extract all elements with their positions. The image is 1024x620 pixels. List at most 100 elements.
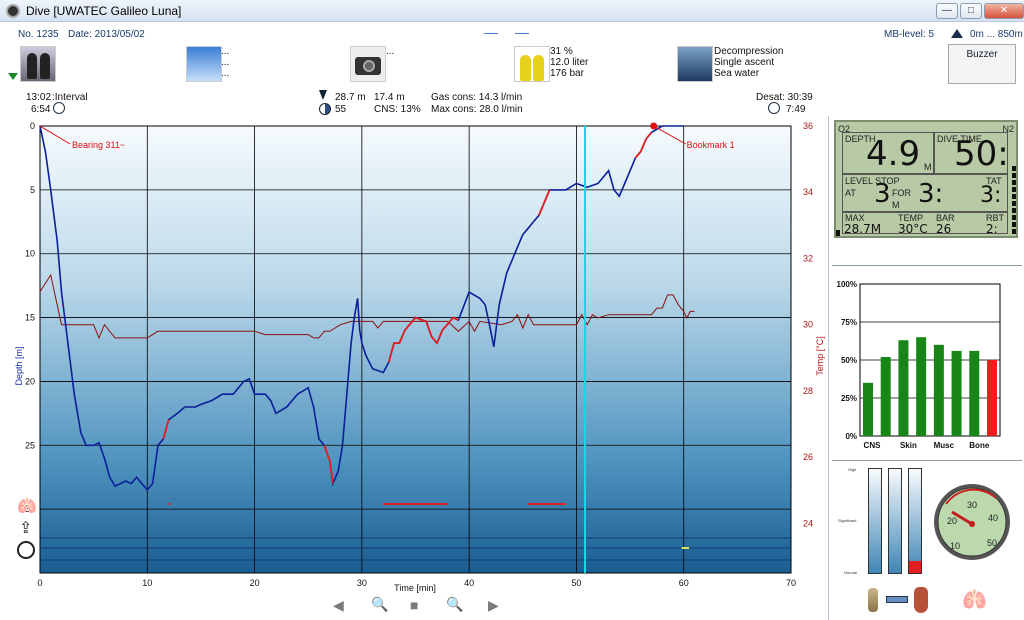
gauge-bars bbox=[868, 468, 932, 576]
at-label: AT bbox=[845, 188, 856, 198]
camera-icon[interactable] bbox=[350, 46, 386, 82]
camera-info: ... bbox=[386, 46, 395, 57]
divers-icon[interactable] bbox=[20, 46, 56, 82]
gauge-level-significant: Significant bbox=[838, 518, 857, 523]
temp-label: TEMP bbox=[898, 213, 924, 223]
annotation-leader bbox=[39, 125, 71, 145]
rbt-label: RBT bbox=[986, 213, 1004, 223]
prev-button[interactable]: ◀ bbox=[333, 597, 344, 613]
dive-number: No. 1235 bbox=[18, 29, 59, 40]
weather-icon[interactable] bbox=[186, 46, 222, 82]
y-tick-label-left: 25 bbox=[25, 440, 35, 450]
no-fly-icon bbox=[768, 102, 780, 114]
title-bar: Dive [UWATEC Galileo Luna] — □ ✕ bbox=[0, 0, 1024, 22]
max-label: MAX bbox=[845, 213, 865, 223]
dial-label: 10 bbox=[950, 541, 960, 551]
dive-profile-info: Decompression Single ascent Sea water bbox=[714, 46, 784, 79]
depth-value: 4.9 bbox=[866, 134, 921, 174]
ascent-warning-segment bbox=[387, 316, 459, 363]
y-tick-label-right: 34 bbox=[803, 187, 813, 197]
close-button[interactable]: ✕ bbox=[984, 3, 1024, 19]
y-tick-label-left: 0 bbox=[30, 121, 35, 131]
dash-marker bbox=[484, 33, 498, 34]
y-tick-label-left: 10 bbox=[25, 249, 35, 259]
max-cons: Max cons: 28.0 l/min bbox=[431, 104, 523, 115]
y-tick-label-right: 30 bbox=[803, 320, 813, 330]
y-tick-label-right: 28 bbox=[803, 386, 813, 396]
max-depth: 28.7 m bbox=[335, 92, 366, 103]
interval-label: :Interval bbox=[52, 92, 88, 103]
next-button[interactable]: ▶ bbox=[488, 597, 499, 613]
depth-unit: M bbox=[924, 162, 932, 172]
dial-label: 50 bbox=[987, 538, 997, 548]
x-tick-label: 30 bbox=[357, 578, 367, 588]
weather-info: ......... bbox=[221, 46, 230, 79]
dial-label: 20 bbox=[947, 516, 957, 526]
maximize-button[interactable]: □ bbox=[960, 3, 982, 19]
y-tick-label-right: 26 bbox=[803, 452, 813, 462]
for-value: 3: bbox=[918, 179, 944, 209]
x-tick-label: 0 bbox=[37, 578, 42, 588]
y-tick-label-left: 15 bbox=[25, 313, 35, 323]
y-axis-left-label: Depth [m] bbox=[14, 346, 24, 385]
tank-info: 31 % 12.0 liter 176 bar bbox=[550, 46, 589, 79]
ascent-icon: ⇪ bbox=[19, 520, 33, 537]
tanks-icon[interactable] bbox=[514, 46, 550, 82]
dial-needle bbox=[951, 510, 973, 526]
lcd-box-stop bbox=[842, 174, 1008, 212]
dive-profile-chart[interactable]: 0 10 20 30 40 50 60 70 0 5 10 15 20 25 30 36 34 32 30 28 26 2… bbox=[0, 116, 830, 596]
tat-label: TAT bbox=[986, 176, 1002, 186]
o2-bar-indicator bbox=[836, 230, 840, 236]
dial-label: 30 bbox=[967, 500, 977, 510]
buzzer-label: Buzzer bbox=[966, 49, 998, 60]
tissue-tick-label: 25% bbox=[841, 394, 857, 403]
lcd-box-bottom bbox=[842, 212, 1008, 234]
zoom-out-icon[interactable]: 🔍 bbox=[446, 596, 464, 612]
dial-label: 40 bbox=[988, 513, 998, 523]
heart-icon bbox=[914, 587, 928, 613]
lungs-icon: 🫁 bbox=[17, 498, 37, 515]
gauge-bar bbox=[888, 468, 902, 574]
bearing-annotation: Bearing 311~ bbox=[72, 140, 125, 150]
tissue-bar bbox=[898, 340, 909, 436]
dive-time-label: DIVE TIME bbox=[937, 134, 982, 144]
n2-bar-indicator bbox=[1012, 166, 1016, 236]
expand-arrow-icon[interactable] bbox=[8, 73, 18, 80]
level-stop-label: LEVEL STOP bbox=[845, 176, 900, 186]
stop-button[interactable]: ■ bbox=[410, 597, 419, 613]
diver-icon[interactable] bbox=[677, 46, 713, 82]
ascent-rate-icon bbox=[868, 588, 878, 612]
temp-value: 30°C bbox=[898, 222, 928, 236]
x-tick-label: 60 bbox=[679, 578, 689, 588]
bookmark-annotation: Bookmark 1 bbox=[687, 140, 735, 150]
x-tick-label: 70 bbox=[786, 578, 796, 588]
tissue-bar bbox=[880, 356, 891, 436]
max-depth-icon bbox=[319, 90, 327, 100]
clock-icon bbox=[53, 102, 65, 114]
dive-date: Date: 2013/05/02 bbox=[68, 29, 145, 40]
tissue-bar bbox=[933, 344, 944, 436]
x-tick-label: 40 bbox=[464, 578, 474, 588]
tissue-bar bbox=[969, 350, 980, 436]
desat-time: Desat: 30:39 bbox=[756, 92, 813, 103]
x-tick-label: 10 bbox=[142, 578, 152, 588]
depth-label: DEPTH bbox=[845, 134, 876, 144]
for-label: FOR bbox=[892, 188, 911, 198]
y-tick-label-left: 5 bbox=[30, 185, 35, 195]
minimize-button[interactable]: — bbox=[936, 3, 958, 19]
x-axis-label: Time [min] bbox=[394, 583, 436, 593]
buzzer-box[interactable]: Buzzer bbox=[948, 44, 1016, 84]
tissue-category-label: Musc bbox=[934, 441, 955, 450]
tissue-bar bbox=[916, 337, 927, 436]
gauge-bar bbox=[868, 468, 882, 574]
window-title: Dive [UWATEC Galileo Luna] bbox=[26, 4, 182, 18]
zoom-in-icon[interactable]: 🔍 bbox=[371, 596, 389, 612]
y-axis-right-label: Temp [°C] bbox=[815, 336, 825, 376]
dive-time-value: 50: bbox=[954, 134, 1009, 174]
gauge-level-high: High bbox=[848, 467, 857, 472]
avg-depth: 17.4 m bbox=[374, 92, 405, 103]
max-value: 28.7M bbox=[844, 222, 882, 236]
at-value: 3 bbox=[874, 179, 891, 209]
altitude-range: 0m ... 850m bbox=[970, 29, 1023, 40]
ascent-warning-segment bbox=[162, 419, 170, 440]
